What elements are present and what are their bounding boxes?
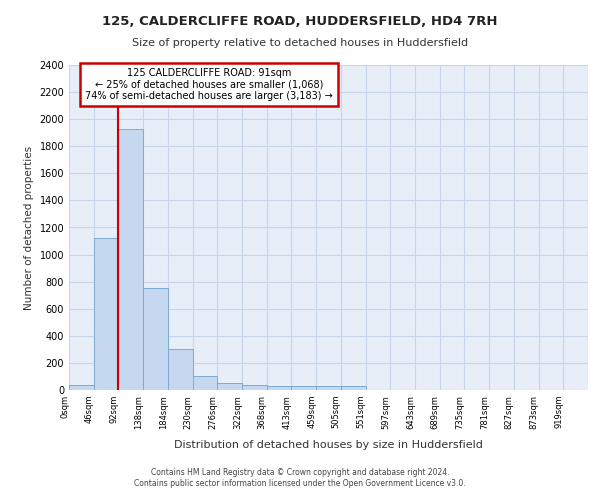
Text: 125, CALDERCLIFFE ROAD, HUDDERSFIELD, HD4 7RH: 125, CALDERCLIFFE ROAD, HUDDERSFIELD, HD… bbox=[102, 15, 498, 28]
Y-axis label: Number of detached properties: Number of detached properties bbox=[24, 146, 34, 310]
Bar bbox=[217, 383, 242, 390]
Text: Size of property relative to detached houses in Huddersfield: Size of property relative to detached ho… bbox=[132, 38, 468, 48]
Bar bbox=[94, 238, 118, 390]
Bar bbox=[316, 386, 341, 390]
Bar bbox=[168, 350, 193, 390]
Text: Contains HM Land Registry data © Crown copyright and database right 2024.
Contai: Contains HM Land Registry data © Crown c… bbox=[134, 468, 466, 487]
Bar bbox=[69, 384, 94, 390]
X-axis label: Distribution of detached houses by size in Huddersfield: Distribution of detached houses by size … bbox=[174, 440, 483, 450]
Bar bbox=[242, 384, 267, 390]
Bar bbox=[143, 288, 168, 390]
Text: 125 CALDERCLIFFE ROAD: 91sqm
← 25% of detached houses are smaller (1,068)
74% of: 125 CALDERCLIFFE ROAD: 91sqm ← 25% of de… bbox=[85, 68, 333, 102]
Bar bbox=[292, 386, 316, 390]
Bar bbox=[341, 386, 365, 390]
Bar bbox=[118, 128, 143, 390]
Bar bbox=[193, 376, 217, 390]
Bar bbox=[267, 386, 292, 390]
